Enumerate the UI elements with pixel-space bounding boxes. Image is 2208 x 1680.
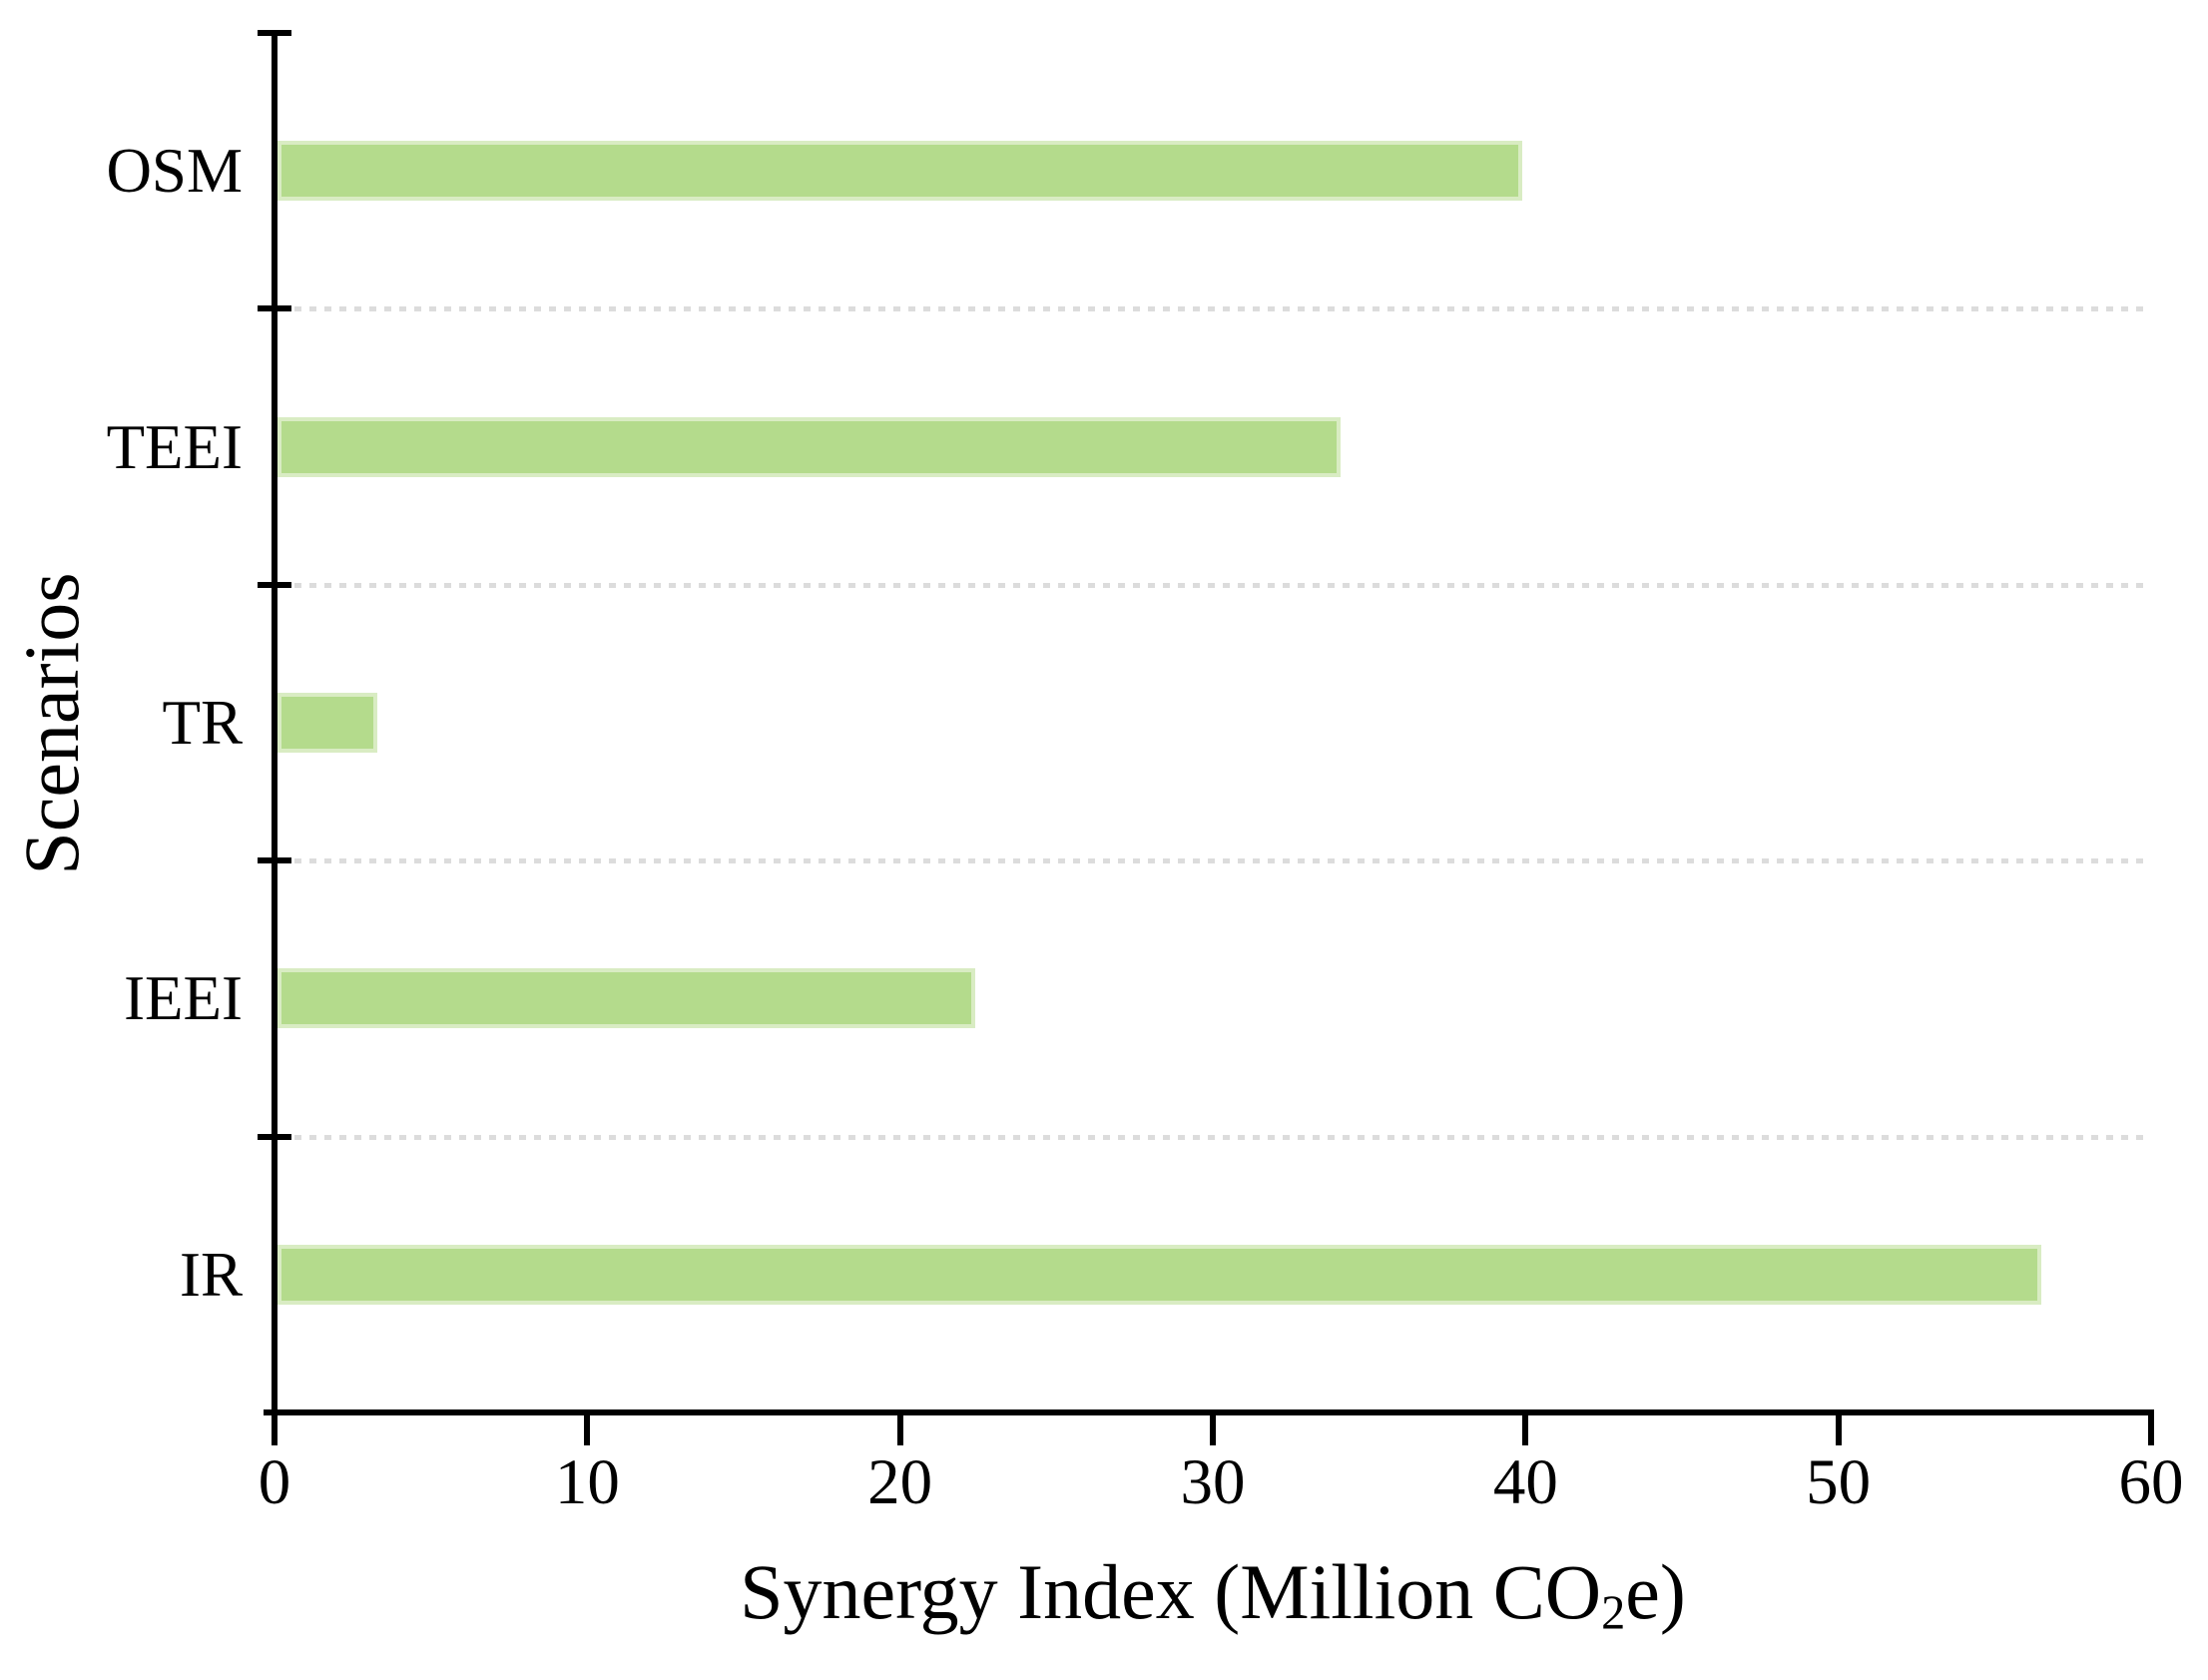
x-axis-tick [1522, 1409, 1529, 1445]
bar-ir [277, 1244, 2042, 1305]
x-axis-tick [2148, 1409, 2154, 1445]
category-label-teei: TEEI [106, 411, 243, 482]
category-label-tr: TR [162, 688, 243, 758]
x-axis-tick [1835, 1409, 1842, 1445]
x-axis-tick [272, 1409, 277, 1445]
bar-tr [277, 693, 378, 753]
y-axis-tick [258, 1133, 291, 1140]
x-tick-label-10: 10 [554, 1446, 620, 1518]
y-axis-tick [258, 857, 291, 864]
x-axis-title-text-end: e) [1625, 1548, 1686, 1635]
category-label-ieei: IEEI [124, 963, 243, 1034]
gridline [294, 858, 2151, 864]
x-tick-label-50: 50 [1806, 1446, 1872, 1518]
x-axis-line [264, 1409, 2154, 1415]
gridline [294, 1134, 2151, 1140]
x-axis-tick [1210, 1409, 1216, 1445]
bar-teei [277, 416, 1342, 477]
x-axis-tick [584, 1409, 591, 1445]
gridline [294, 306, 2151, 312]
x-axis-title: Synergy Index (Million CO2e) [740, 1547, 1686, 1637]
x-axis-title-subscript: 2 [1601, 1586, 1626, 1640]
x-tick-label-20: 20 [867, 1446, 933, 1518]
x-tick-label-30: 30 [1180, 1446, 1246, 1518]
x-tick-label-0: 0 [258, 1446, 291, 1518]
y-axis-tick [258, 581, 291, 588]
category-label-osm: OSM [106, 136, 243, 207]
x-tick-label-60: 60 [2118, 1446, 2184, 1518]
bar-ieei [277, 968, 975, 1029]
y-axis-tick [258, 30, 291, 36]
x-axis-title-text: Synergy Index (Million CO [740, 1548, 1602, 1635]
gridline [294, 582, 2151, 588]
category-label-ir: IR [180, 1239, 243, 1310]
x-tick-label-40: 40 [1492, 1446, 1558, 1518]
x-axis-tick [896, 1409, 903, 1445]
y-axis-tick [258, 305, 291, 312]
y-axis-line [272, 33, 277, 1412]
bar-osm [277, 141, 1523, 202]
